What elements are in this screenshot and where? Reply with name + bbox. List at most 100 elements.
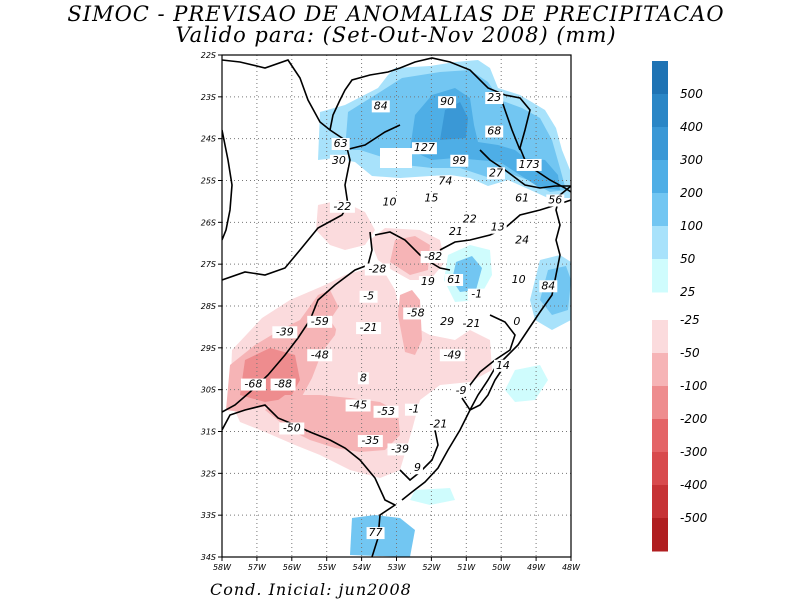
value-label: 173 <box>519 158 540 171</box>
colorbar-swatch-negative <box>652 386 668 420</box>
value-label: 13 <box>491 221 505 234</box>
lon-tick-label: 55W <box>318 563 337 572</box>
value-label: 56 <box>548 194 562 207</box>
value-label-bg <box>356 322 382 335</box>
value-label: 84 <box>374 99 388 112</box>
lat-tick-label: 31S <box>201 428 216 437</box>
lon-tick-label: 48W <box>562 563 581 572</box>
colorbar-label: 50 <box>680 252 696 266</box>
value-label-bg <box>373 405 399 418</box>
value-label-bg <box>371 100 390 113</box>
lon-tick-label: 58W <box>213 563 232 572</box>
value-label-bg <box>445 273 464 286</box>
value-label-bg <box>411 462 423 475</box>
colorbar-label: -500 <box>680 511 708 525</box>
value-label: -1 <box>471 288 482 301</box>
colorbar-swatch-negative <box>652 419 668 453</box>
lon-tick-label: 52W <box>422 563 441 572</box>
anomaly-shading <box>226 60 571 557</box>
lat-tick-label: 25S <box>201 177 216 186</box>
lat-tick-label: 30S <box>201 386 216 395</box>
value-label-bg <box>331 138 350 151</box>
colorbar-swatch-positive <box>652 193 668 227</box>
value-label-bg <box>446 225 465 238</box>
colorbar-swatch-negative <box>652 518 668 552</box>
lat-tick-label: 22S <box>201 51 216 60</box>
value-label: 21 <box>449 225 463 238</box>
colorbar-swatch-negative <box>652 452 668 486</box>
value-label-bg <box>485 125 504 138</box>
value-label-bg <box>404 403 423 416</box>
value-label-bg <box>411 142 437 155</box>
colorbar-label: -50 <box>680 346 700 360</box>
value-label-bg <box>509 273 528 286</box>
value-label: -22 <box>333 200 351 213</box>
colorbar-swatch-positive <box>652 94 668 128</box>
colorbar-swatch-negative <box>652 320 668 354</box>
value-label-bg <box>546 194 565 207</box>
value-label: 74 <box>438 175 452 188</box>
colorbar-swatch-positive <box>652 226 668 260</box>
value-label: -39 <box>391 442 409 455</box>
value-label: 90 <box>440 95 454 108</box>
colorbar-label: 300 <box>680 153 703 167</box>
value-label-bg <box>357 435 383 448</box>
value-label: -88 <box>274 378 292 391</box>
value-label-bg <box>345 399 371 412</box>
value-label: -49 <box>443 348 461 361</box>
lon-tick-label: 56W <box>283 563 302 572</box>
value-label: -21 <box>429 417 447 430</box>
value-label-bg <box>539 280 558 293</box>
colorbar-swatch-positive <box>652 259 668 293</box>
value-label-bg <box>511 315 523 328</box>
value-label-bg <box>307 349 333 362</box>
lat-tick-label: 23S <box>201 93 216 102</box>
value-label-bg <box>307 315 333 328</box>
value-label: -5 <box>363 290 374 303</box>
value-label: -28 <box>368 263 386 276</box>
lon-tick-label: 53W <box>387 563 406 572</box>
colorbar-label: 500 <box>680 87 703 101</box>
value-label-bg <box>450 154 469 167</box>
value-label-bg <box>357 372 369 385</box>
lon-tick-label: 51W <box>457 563 476 572</box>
value-label: -59 <box>311 315 329 328</box>
value-label-bg <box>380 196 399 209</box>
value-label-bg <box>422 192 441 205</box>
value-label-bg <box>420 250 446 263</box>
value-label: 68 <box>487 124 501 137</box>
colorbar-label: 25 <box>680 285 695 299</box>
value-label: -9 <box>456 384 467 397</box>
map-title: SIMOC - PREVISAO DE ANOMALIAS DE PRECIPI… <box>67 2 725 26</box>
value-label-bg <box>452 384 471 397</box>
colorbar-swatch-negative <box>652 353 668 387</box>
colorbar-swatch-positive <box>652 160 668 194</box>
map-subtitle: Valido para: (Set-Out-Nov 2008) (mm) <box>175 23 617 47</box>
value-label: 0 <box>513 315 520 328</box>
colorbar-label: -300 <box>680 445 708 459</box>
value-label: -58 <box>407 306 425 319</box>
value-label: 30 <box>332 154 346 167</box>
value-label: 99 <box>452 154 466 167</box>
colorbar-label: 400 <box>680 120 703 134</box>
value-label-bg <box>366 527 385 540</box>
value-label-bg <box>513 192 532 205</box>
value-label: 10 <box>512 273 526 286</box>
lat-tick-label: 32S <box>201 469 216 478</box>
value-label: 15 <box>424 191 438 204</box>
value-label-bg <box>418 276 437 289</box>
lat-tick-label: 27S <box>201 260 216 269</box>
colorbar-label: 100 <box>680 219 703 233</box>
value-label: -39 <box>276 325 294 338</box>
lat-tick-label: 29S <box>201 344 216 353</box>
colorbar-label: 200 <box>680 186 703 200</box>
value-label-bg <box>459 317 485 330</box>
value-label-bg <box>438 96 457 109</box>
value-label: 24 <box>515 233 529 246</box>
lat-tick-label: 26S <box>201 218 216 227</box>
colorbar-legend: 500 400 300 200 100 50 25 -25 -50 -100 -200 -300 -40… <box>652 61 708 552</box>
value-label-bg <box>438 315 457 328</box>
value-label-bg <box>272 326 298 339</box>
colorbar-swatch-positive <box>652 127 668 161</box>
initial-condition-label: Cond. Inicial: jun2008 <box>210 580 412 599</box>
